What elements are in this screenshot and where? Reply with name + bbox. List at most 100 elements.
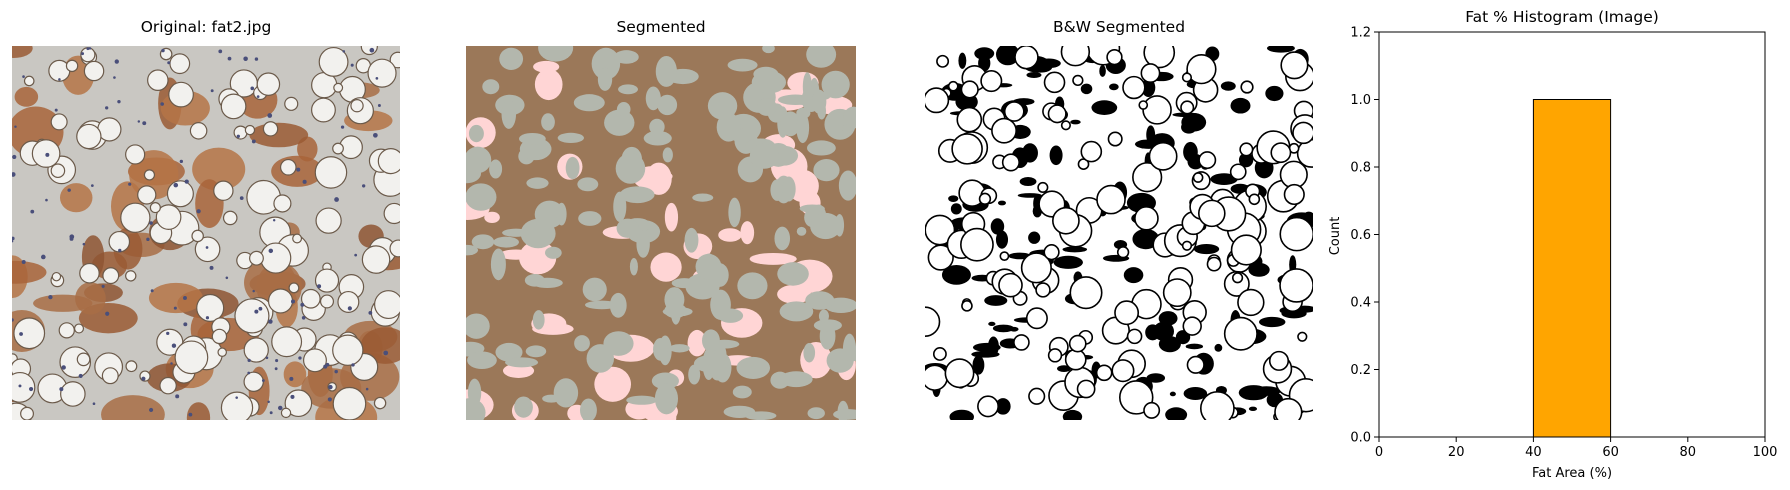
fat-vacuole: [125, 270, 137, 282]
bw-fat-vacuole: [1047, 104, 1067, 124]
segment-fat: [467, 378, 482, 407]
brown-tissue-region: [192, 147, 246, 191]
segment-highlight: [499, 249, 533, 260]
segment-fat: [838, 350, 856, 362]
nucleus-dot: [334, 369, 338, 374]
nucleus-dot: [210, 89, 214, 93]
segment-fat: [574, 335, 590, 352]
nucleus-dot: [243, 56, 248, 62]
bw-dark-region: [948, 195, 959, 202]
nucleus-dot: [267, 113, 273, 118]
bw-fat-vacuole: [1020, 252, 1052, 284]
bw-fat-vacuole: [1239, 142, 1254, 157]
nucleus-dot: [88, 47, 92, 50]
fat-vacuole: [191, 229, 204, 243]
segment-fat: [782, 176, 796, 202]
segment-fat: [732, 385, 752, 399]
nucleus-dot: [334, 197, 339, 202]
fat-vacuole: [147, 69, 169, 91]
bw-dark-region: [1181, 120, 1197, 134]
nucleus-dot: [268, 319, 273, 324]
nucleus-dot: [323, 364, 328, 369]
original-image-canvas: [12, 46, 400, 420]
bw-dark-region: [992, 324, 1014, 333]
nucleus-dot: [105, 311, 110, 316]
bw-dark-region: [1028, 231, 1041, 244]
brown-tissue-region: [186, 402, 211, 420]
histogram-bar: [1532, 99, 1612, 438]
segment-fat: [684, 227, 699, 253]
fat-vacuole: [256, 72, 281, 96]
fat-vacuole: [194, 236, 221, 263]
bw-fat-vacuole: [1198, 151, 1217, 170]
bw-fat-vacuole: [1197, 199, 1226, 228]
segment-fat: [586, 344, 615, 373]
segment-fat: [514, 396, 533, 418]
bw-dark-region: [995, 46, 1020, 66]
segmented-image: [466, 46, 856, 420]
nucleus-dot: [150, 289, 154, 293]
x-tick-label: 100: [1753, 445, 1778, 460]
bw-dark-region: [1172, 112, 1200, 118]
fat-vacuole: [383, 202, 400, 225]
bw-fat-vacuole: [1248, 193, 1261, 206]
bw-dark-region: [1057, 365, 1071, 372]
x-axis-label: Fat Area (%): [1532, 466, 1612, 481]
bw-fat-vacuole: [1001, 153, 1020, 172]
segment-fat: [466, 183, 497, 211]
bw-dark-region: [1026, 71, 1042, 78]
fat-vacuole: [389, 239, 400, 258]
nucleus-dot: [183, 322, 188, 327]
segment-fat: [695, 253, 722, 280]
segment-fat: [524, 273, 545, 287]
segment-highlight: [650, 252, 682, 282]
segment-fat: [799, 204, 825, 213]
segment-fat: [466, 146, 492, 174]
bw-dark-region: [1259, 316, 1286, 328]
nucleus-dot: [78, 373, 83, 379]
nucleus-dot: [252, 289, 255, 293]
fat-vacuole: [189, 122, 208, 140]
segment-fat: [649, 118, 665, 135]
segment-fat: [556, 202, 567, 226]
nucleus-dot: [317, 284, 322, 289]
segment-fat: [577, 177, 599, 192]
nucleus-dot: [117, 99, 121, 104]
nucleus-dot: [142, 121, 147, 126]
segment-fat: [545, 246, 562, 259]
bw-dark-region: [1141, 78, 1156, 97]
bw-fat-vacuole: [991, 117, 1017, 144]
nucleus-dot: [290, 394, 295, 399]
fat-vacuole: [302, 348, 327, 373]
fat-vacuole: [143, 169, 156, 181]
nucleus-dot: [247, 371, 251, 375]
segment-fat: [580, 398, 597, 420]
nucleus-dot: [12, 318, 14, 322]
bw-fat-vacuole: [1132, 162, 1163, 193]
nucleus-dot: [22, 75, 25, 78]
segment-fat: [553, 378, 579, 408]
segment-fat: [813, 158, 840, 182]
segment-fat: [803, 342, 816, 363]
nucleus-dot: [290, 299, 296, 304]
segment-fat: [838, 170, 856, 201]
segment-fat: [557, 132, 584, 144]
nucleus-dot: [82, 242, 86, 246]
fat-vacuole: [271, 326, 303, 358]
segment-fat: [626, 395, 658, 405]
segment-fat: [762, 46, 775, 54]
segment-fat: [728, 197, 741, 228]
segment-fat: [609, 292, 627, 318]
brown-tissue-region: [297, 136, 318, 162]
fat-vacuole: [284, 96, 299, 111]
nucleus-dot: [275, 359, 279, 363]
segment-fat: [654, 382, 679, 415]
bw-fat-vacuole: [1240, 80, 1254, 94]
fat-vacuole: [125, 144, 146, 165]
nucleus-dot: [59, 387, 64, 392]
brown-tissue-region: [12, 260, 47, 284]
bw-fat-vacuole: [1072, 74, 1084, 87]
fat-vacuole: [101, 367, 119, 385]
nucleus-dot: [45, 198, 48, 202]
nucleus-dot: [113, 76, 116, 79]
